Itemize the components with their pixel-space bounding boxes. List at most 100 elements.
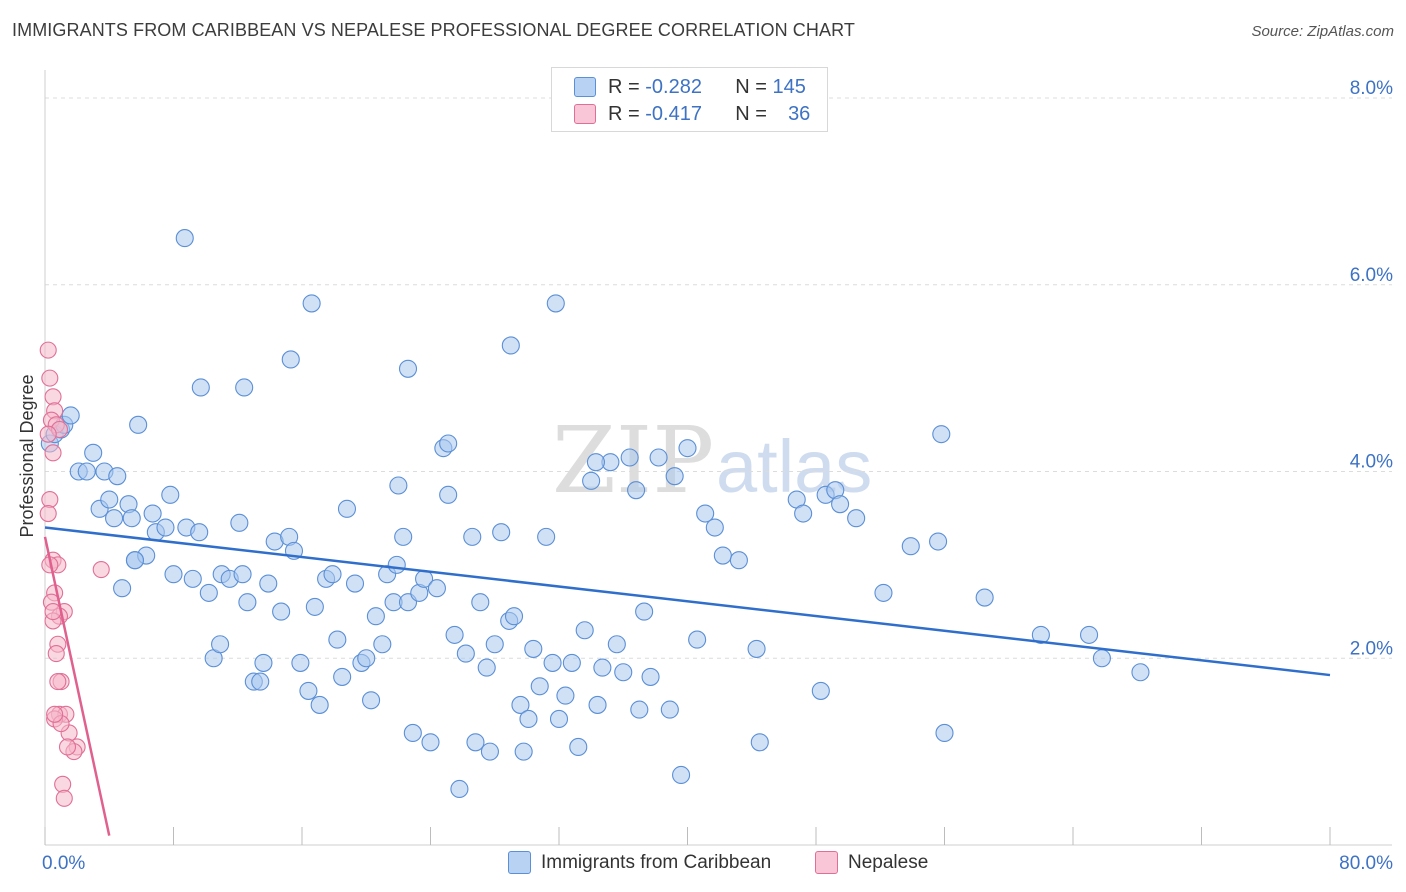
caribbean-point [678,439,697,458]
caribbean-point [556,686,575,705]
caribbean-point [688,630,707,649]
caribbean-point [929,532,948,551]
caribbean-point [345,574,365,593]
caribbean-point [649,448,668,467]
caribbean-point [230,513,249,532]
nepalese-point [39,341,57,359]
caribbean-point [935,723,954,743]
caribbean-point [143,504,162,523]
caribbean-point [492,523,511,542]
caribbean-point [310,695,329,714]
caribbean-point [705,518,724,537]
caribbean-point [398,359,418,378]
caribbean-point [569,737,588,757]
correlation-legend: R = -0.282 N = 145 R = -0.417 N = 36 [551,67,828,132]
y-axis-label: Professional Degree [17,374,37,537]
caribbean-point [641,667,660,686]
nepalese-point [39,425,57,443]
caribbean-point [183,569,202,588]
caribbean-point [254,653,273,672]
caribbean-point [77,462,96,481]
caribbean-point [463,527,482,546]
caribbean-point [125,551,144,570]
caribbean-point [537,527,556,546]
source-label: Source: ZipAtlas.com [1251,23,1394,40]
caribbean-point [199,583,218,602]
caribbean-point [501,336,520,355]
caribbean-point [514,742,533,761]
caribbean-point [211,635,230,654]
nepalese-point [49,673,67,691]
caribbean-point [466,733,485,752]
caribbean-point [519,709,538,728]
caribbean-point [471,593,490,612]
caribbean-point [439,434,458,453]
caribbean-point [975,588,994,607]
caribbean-point [1131,663,1150,682]
caribbean-point [439,485,458,504]
caribbean-point [175,229,194,248]
y-tick-label: 4.0% [1350,452,1393,473]
axes [44,70,1392,846]
caribbean-point [251,672,270,691]
y-tick-label: 8.0% [1350,78,1393,99]
caribbean-point [901,537,920,556]
caribbean-point [328,630,347,649]
caribbean-point [696,504,715,523]
caribbean-point [84,443,103,462]
caribbean-point [1031,625,1050,644]
caribbean-point [445,625,464,644]
legend-r-label: R = [608,102,640,125]
y-tick-label: 6.0% [1350,265,1393,286]
caribbean-point [281,350,300,369]
caribbean-point [630,700,649,719]
caribbean-point [1092,649,1111,668]
caribbean-point [403,723,422,743]
caribbean-point [61,406,80,425]
legend-nepalese-label: Nepalese [848,851,929,873]
caribbean-point [366,607,385,626]
caribbean-point [607,635,626,654]
tick-labels: 2.0% 4.0% 6.0% 8.0% 0.0% 80.0% [42,78,1393,874]
caribbean-point [627,481,646,500]
caribbean-point [105,509,124,528]
legend-r-value: -0.282 [645,75,702,98]
caribbean-point [582,471,601,490]
caribbean-point [831,495,850,514]
caribbean-point [614,663,633,682]
caribbean-point [932,425,951,444]
caribbean-point [100,490,119,509]
legend-nepalese-swatch [815,851,838,874]
legend-row-nepalese: R = -0.417 N = 36 [574,101,810,127]
caribbean-point [750,733,769,752]
caribbean-point [672,765,691,785]
caribbean-point [373,635,392,654]
nepalese-point [58,738,77,756]
caribbean-point [233,565,252,584]
caribbean-point [456,644,475,663]
caribbean-point [811,681,830,700]
caribbean-point [305,597,324,616]
caribbean-point [161,485,180,504]
legend-n-label: N = [735,102,767,125]
nepalese-point [54,775,72,793]
caribbean-point [108,467,127,486]
x-tick-label: 80.0% [1339,853,1393,874]
nepalese-point [55,789,73,807]
caribbean-trend-line [44,526,1331,677]
caribbean-point [238,593,257,612]
legend-n-value: 36 [788,102,811,125]
caribbean-point [427,579,446,598]
caribbean-point [660,700,679,719]
caribbean-point [546,294,565,313]
caribbean-point [190,523,209,542]
chart-title: IMMIGRANTS FROM CARIBBEAN VS NEPALESE PR… [12,20,855,40]
caribbean-point [333,667,352,686]
caribbean-point [450,779,469,799]
caribbean-point [586,453,605,472]
caribbean-point [504,607,524,626]
caribbean-point [122,509,141,528]
caribbean-point [113,579,132,598]
caribbean-point [164,565,183,584]
